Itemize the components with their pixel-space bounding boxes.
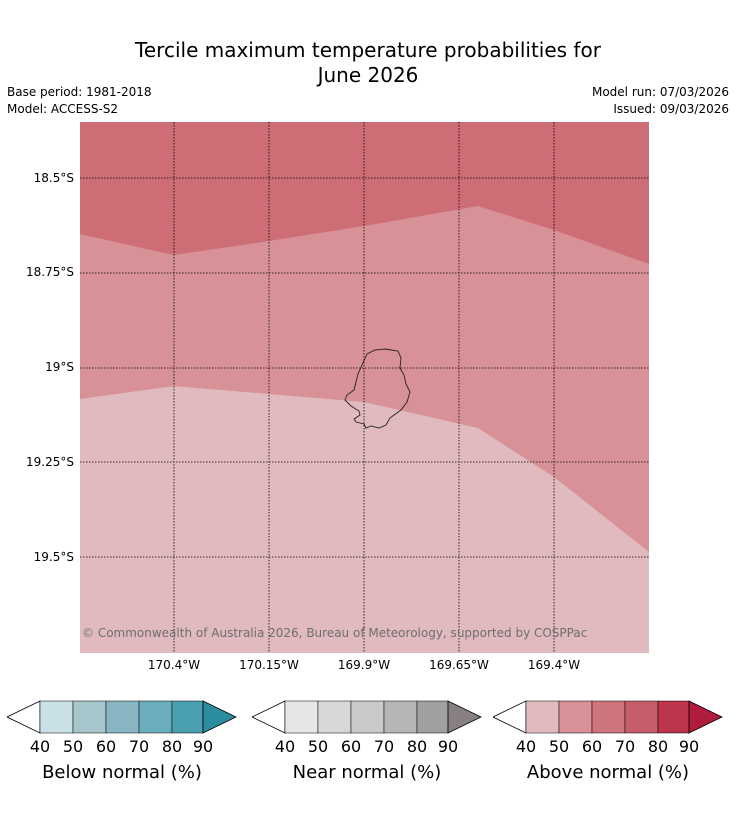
model-run: Model run: 07/03/2026	[591, 85, 729, 99]
niue-coastline	[344, 348, 411, 429]
colorbar-tick: 80	[161, 737, 183, 756]
colorbar-swatch	[383, 700, 418, 734]
legend-below-normal: 40 50 60 70 80 90 Below normal (%)	[6, 700, 237, 790]
colorbar-tick: 40	[515, 737, 537, 756]
lat-label: 18.75°S	[26, 265, 74, 279]
lon-label: 170.4°W	[147, 658, 201, 672]
legend-title: Near normal (%)	[292, 762, 442, 783]
chart-title: Tercile maximum temperature probabilitie…	[0, 38, 736, 88]
lat-label: 19°S	[45, 360, 74, 374]
colorbar-tick: 60	[581, 737, 603, 756]
colorbar-swatch	[416, 700, 449, 734]
colorbar-tick: 50	[548, 737, 570, 756]
colorbar-swatch	[171, 700, 204, 734]
lon-label: 169.65°W	[429, 658, 489, 672]
colorbar-tick: 70	[128, 737, 150, 756]
model-name: Model: ACCESS-S2	[7, 101, 119, 116]
legend-title: Below normal (%)	[42, 762, 202, 783]
colorbar-tick: 90	[192, 737, 214, 756]
colorbar-tick: 70	[373, 737, 395, 756]
colorbar-high-extend	[202, 700, 237, 734]
colorbar-below	[6, 700, 237, 734]
colorbar-swatch	[105, 700, 140, 734]
colorbar-swatch	[591, 700, 626, 734]
colorbar-swatch	[558, 700, 593, 734]
map-panel	[80, 122, 649, 653]
colorbar-tick: 40	[274, 737, 296, 756]
colorbar-swatch	[525, 700, 560, 734]
colorbar-above	[492, 700, 723, 734]
lon-label: 169.9°W	[337, 658, 391, 672]
colorbar-tick: 80	[647, 737, 669, 756]
colorbar-tick: 60	[340, 737, 362, 756]
colorbar-tick: 50	[62, 737, 84, 756]
base-period: Base period: 1981-2018	[7, 85, 152, 99]
graticule	[80, 122, 649, 653]
meta-right: Model run: 07/03/2026 Issued: 09/03/2026	[592, 84, 729, 117]
colorbar-swatch	[72, 700, 107, 734]
legend-title: Above normal (%)	[526, 762, 690, 783]
legend-above-normal: 40 50 60 70 80 90 Above normal (%)	[492, 700, 723, 790]
lat-label: 19.25°S	[26, 455, 74, 469]
issued-date: Issued: 09/03/2026	[613, 101, 729, 116]
colorbar-swatch	[138, 700, 173, 734]
lat-label: 18.5°S	[33, 171, 74, 185]
colorbar-high-extend	[447, 700, 482, 734]
lon-label: 170.15°W	[239, 658, 299, 672]
colorbar-low-extend	[6, 700, 41, 734]
title-line-1: Tercile maximum temperature probabilitie…	[135, 38, 601, 62]
colorbar-tick: 50	[307, 737, 329, 756]
legend-near-normal: 40 50 60 70 80 90 Near normal (%)	[251, 700, 482, 790]
copyright-notice: © Commonwealth of Australia 2026, Bureau…	[82, 626, 588, 640]
lon-label: 169.4°W	[527, 658, 581, 672]
colorbar-tick: 70	[614, 737, 636, 756]
map-svg	[80, 122, 649, 653]
colorbar-swatch	[350, 700, 385, 734]
zone-above-40-50	[80, 386, 649, 653]
colorbar-near	[251, 700, 482, 734]
colorbar-tick: 80	[406, 737, 428, 756]
colorbar-low-extend	[492, 700, 527, 734]
colorbar-swatch	[284, 700, 319, 734]
colorbar-swatch	[657, 700, 690, 734]
colorbar-swatch	[624, 700, 659, 734]
colorbar-high-extend	[688, 700, 723, 734]
colorbar-tick: 90	[678, 737, 700, 756]
title-line-2: June 2026	[317, 63, 419, 87]
colorbar-swatch	[317, 700, 352, 734]
meta-left: Base period: 1981-2018 Model: ACCESS-S2	[7, 84, 152, 117]
colorbar-swatch	[39, 700, 74, 734]
colorbar-low-extend	[251, 700, 286, 734]
lat-label: 19.5°S	[33, 550, 74, 564]
colorbar-tick: 60	[95, 737, 117, 756]
colorbar-tick: 90	[437, 737, 459, 756]
colorbar-tick: 40	[29, 737, 51, 756]
